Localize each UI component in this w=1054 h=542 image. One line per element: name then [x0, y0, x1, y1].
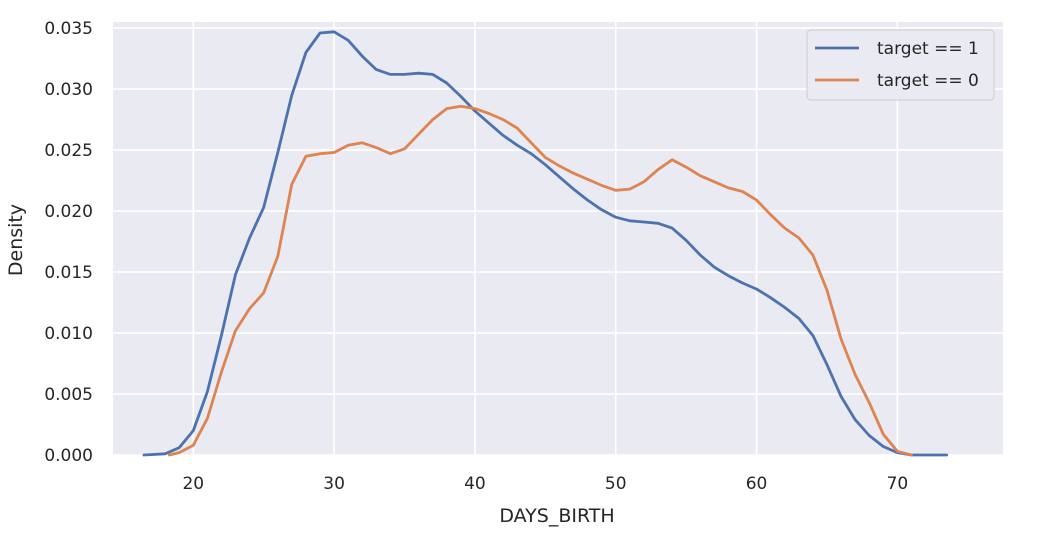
x-tick-label: 70	[887, 474, 909, 494]
series-line-target-1	[142, 30, 949, 457]
y-tick-label: 0.000	[44, 446, 93, 466]
y-axis-label: Density	[5, 204, 27, 276]
x-tick-label: 30	[323, 474, 345, 494]
y-tick-label: 0.010	[44, 324, 93, 344]
y-tick-label: 0.020	[44, 202, 93, 222]
legend: target == 1 target == 0	[806, 29, 995, 101]
x-tick-label: 60	[746, 474, 768, 494]
series-lines	[142, 30, 949, 457]
x-tick-label: 50	[605, 474, 627, 494]
y-tick-label: 0.005	[44, 385, 93, 405]
y-tick-label: 0.025	[44, 141, 93, 161]
legend-label-target-0: target == 0	[877, 71, 979, 91]
y-tick-label: 0.030	[44, 80, 93, 100]
y-tick-label: 0.035	[44, 19, 93, 39]
y-tick-label: 0.015	[44, 263, 93, 283]
x-tick-labels: 20 30 40 50 60 70	[182, 474, 908, 494]
series-line-target-0	[167, 104, 913, 457]
x-tick-label: 40	[464, 474, 486, 494]
legend-label-target-1: target == 1	[877, 39, 979, 59]
x-tick-label: 20	[182, 474, 204, 494]
y-tick-labels: 0.000 0.005 0.010 0.015 0.020 0.025 0.030 0.035	[44, 19, 93, 466]
x-axis-label: DAYS_BIRTH	[499, 505, 614, 527]
grid-lines	[113, 22, 1003, 456]
